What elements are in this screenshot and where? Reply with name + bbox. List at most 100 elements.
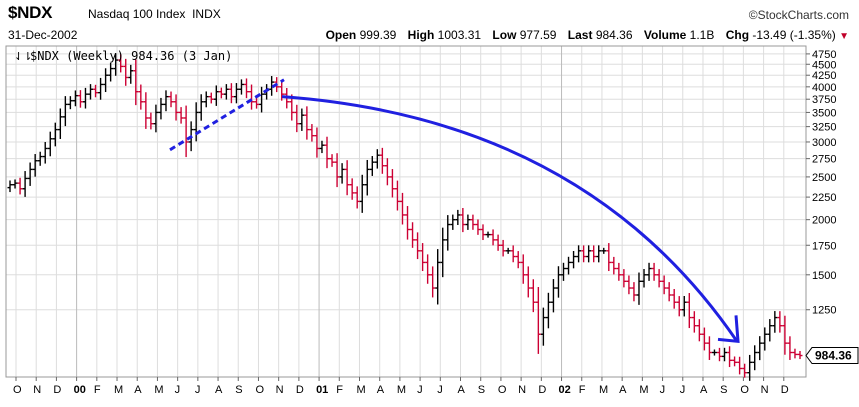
y-tick-label: 4000 (812, 82, 836, 94)
y-tick-label: 2250 (812, 192, 836, 204)
ohlc-bar (787, 336, 793, 360)
x-tick-label: S (478, 384, 485, 396)
ohlc-bar (601, 247, 607, 254)
ohlc-bar (329, 154, 335, 167)
y-tick-label: 3750 (812, 94, 836, 106)
ohlc-bar (82, 87, 88, 109)
ohlc-bar (123, 58, 129, 86)
x-tick-label: J (660, 384, 666, 396)
x-tick-label: M (114, 384, 123, 396)
ohlc-bar (138, 84, 144, 110)
ohlc-bar (108, 62, 114, 82)
x-tick-label: J (417, 384, 423, 396)
ohlc-bar (410, 222, 416, 248)
x-tick-label: J (437, 384, 443, 396)
x-tick-label: A (700, 384, 708, 396)
ohlc-bar (490, 229, 496, 246)
x-tick-label: D (781, 384, 789, 396)
ohlc-bar (716, 347, 722, 362)
ohlc-bar (243, 78, 249, 99)
ohlc-bar (238, 79, 244, 95)
ohlc-bar (415, 232, 421, 260)
ohlc-bar (737, 356, 743, 375)
ohlc-bar (475, 219, 481, 235)
ohlc-bar (183, 105, 189, 158)
ohlc-bar (727, 346, 733, 368)
ohlc-bar (259, 86, 265, 113)
x-tick-label: A (377, 384, 385, 396)
ohlc-bar (561, 262, 567, 281)
ohlc-bar (772, 311, 778, 333)
x-tick-label: F (336, 384, 343, 396)
ohlc-bar (57, 108, 63, 139)
ohlc-bar (374, 149, 380, 169)
x-tick-label: M (599, 384, 608, 396)
ohlc-bar (752, 345, 758, 371)
last-price-label: 984.36 (815, 349, 852, 363)
ohlc-bar (304, 106, 310, 140)
ohlc-bar (37, 151, 43, 166)
ohlc-bar (249, 84, 255, 110)
ohlc-bar (641, 268, 647, 288)
ohlc-bar (299, 108, 305, 131)
ohlc-bar (178, 107, 184, 124)
ohlc-bar (445, 215, 451, 251)
ohlc-bar (656, 269, 662, 288)
ohlc-bar (792, 348, 798, 359)
ohlc-bar (782, 315, 788, 355)
plot-frame (5, 45, 807, 378)
x-tick-label: 02 (559, 384, 571, 396)
ohlc-bar (399, 192, 405, 225)
chart-legend-icon: ⇃⇂ (14, 50, 32, 63)
chart-header: $NDX Nasdaq 100 Index INDX 31-Dec-2002 ©… (6, 0, 853, 46)
ohlc-bar (163, 90, 169, 112)
ohlc-bar (148, 112, 154, 130)
ohlc-bar (334, 153, 340, 188)
ohlc-bar (646, 262, 652, 281)
y-axis: 1250 1500 1750 2000 2250 2500 2750 3000 3250 3500… (806, 49, 836, 317)
ohlc-bar (143, 92, 149, 129)
ohlc-bar (32, 154, 38, 177)
y-tick-label: 3000 (812, 137, 836, 149)
x-tick-label: 01 (316, 384, 328, 396)
ohlc-bar (133, 59, 139, 106)
ohlc-bar (530, 279, 536, 313)
ohlc-bar (233, 83, 239, 104)
ohlc-bar (173, 94, 179, 121)
ohlc-bar (98, 77, 104, 100)
ohlc-bar (631, 282, 637, 302)
ohlc-bar (591, 245, 597, 263)
ohlc-bar (706, 336, 712, 360)
chart-legend: ⇃⇂ $NDX (Weekly) 984.36 (3 Jan) (14, 49, 232, 63)
ohlc-bar (213, 85, 219, 106)
ohlc-bar (651, 262, 657, 281)
y-tick-label: 3500 (812, 107, 836, 119)
ohlc-bar (596, 245, 602, 263)
ohlc-bar (309, 124, 315, 142)
ohlc-bar (696, 319, 702, 342)
brand-link[interactable]: ©StockCharts.com (748, 8, 849, 22)
x-tick-label: O (13, 384, 22, 396)
ohlc-bar (661, 275, 667, 295)
x-tick-label: J (680, 384, 686, 396)
x-tick-label: M (397, 384, 406, 396)
x-tick-label: A (134, 384, 142, 396)
ohlc-bar (384, 158, 390, 186)
ohlc-bar (344, 160, 350, 196)
ohlc-bar (520, 254, 526, 284)
x-tick-label: O (740, 384, 749, 396)
x-tick-label: O (255, 384, 264, 396)
x-tick-label: J (175, 384, 181, 396)
y-tick-label: 2000 (812, 215, 836, 227)
ohlc-bar (671, 288, 677, 309)
quote-summary: Open 999.39 High 1003.31 Low 977.59 Last… (325, 28, 849, 42)
ohlc-bar (757, 336, 763, 361)
x-tick-label: A (215, 384, 223, 396)
chart-date: 31-Dec-2002 (8, 28, 78, 42)
ohlc-bar (681, 295, 687, 317)
ohlc-bar (480, 224, 486, 241)
ohlc-bar (535, 287, 541, 354)
ohlc-bar (510, 245, 516, 263)
ohlc-bar (435, 249, 441, 305)
ohlc-bar (52, 122, 58, 147)
